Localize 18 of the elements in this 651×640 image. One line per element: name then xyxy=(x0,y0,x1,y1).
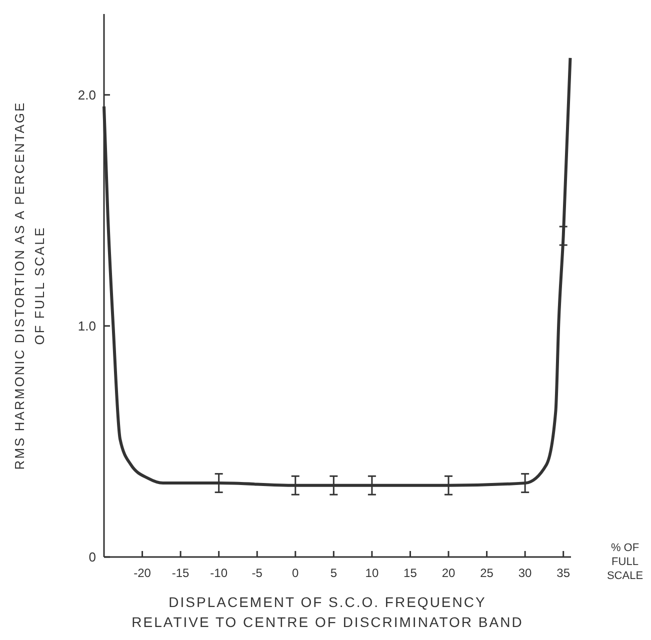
x-tick-label: -20 xyxy=(134,566,152,580)
x-tick-label: 5 xyxy=(330,566,338,580)
y-tick-label: 1.0 xyxy=(78,318,96,334)
x-tick-label: 25 xyxy=(480,566,494,580)
text: % OF FULL SCALE xyxy=(606,542,644,582)
y-tick-label: 2.0 xyxy=(78,87,96,102)
x-tick-label: -15 xyxy=(172,566,190,580)
x-tick-label: -5 xyxy=(252,566,263,580)
x-tick-label: -10 xyxy=(210,566,228,580)
x-tick-label: 10 xyxy=(365,566,379,580)
x-tick-label: 15 xyxy=(404,566,418,580)
x-tick-label: 0 xyxy=(292,566,300,580)
y-tick-label: 0 xyxy=(88,550,96,565)
x-tick-label: 30 xyxy=(518,566,532,580)
y-axis-title: RMS HARMONIC DISTORTION AS A PERCENTAGE OF FULL SCALE xyxy=(12,101,47,470)
x-tick-label: 20 xyxy=(442,566,456,580)
x-tick-label: 35 xyxy=(556,566,570,580)
x-axis-title: DISPLACEMENT OF S.C.O. FREQUENCY RELATIVE TO CENTRE OF DISCRIMINATOR BAND xyxy=(132,594,524,630)
